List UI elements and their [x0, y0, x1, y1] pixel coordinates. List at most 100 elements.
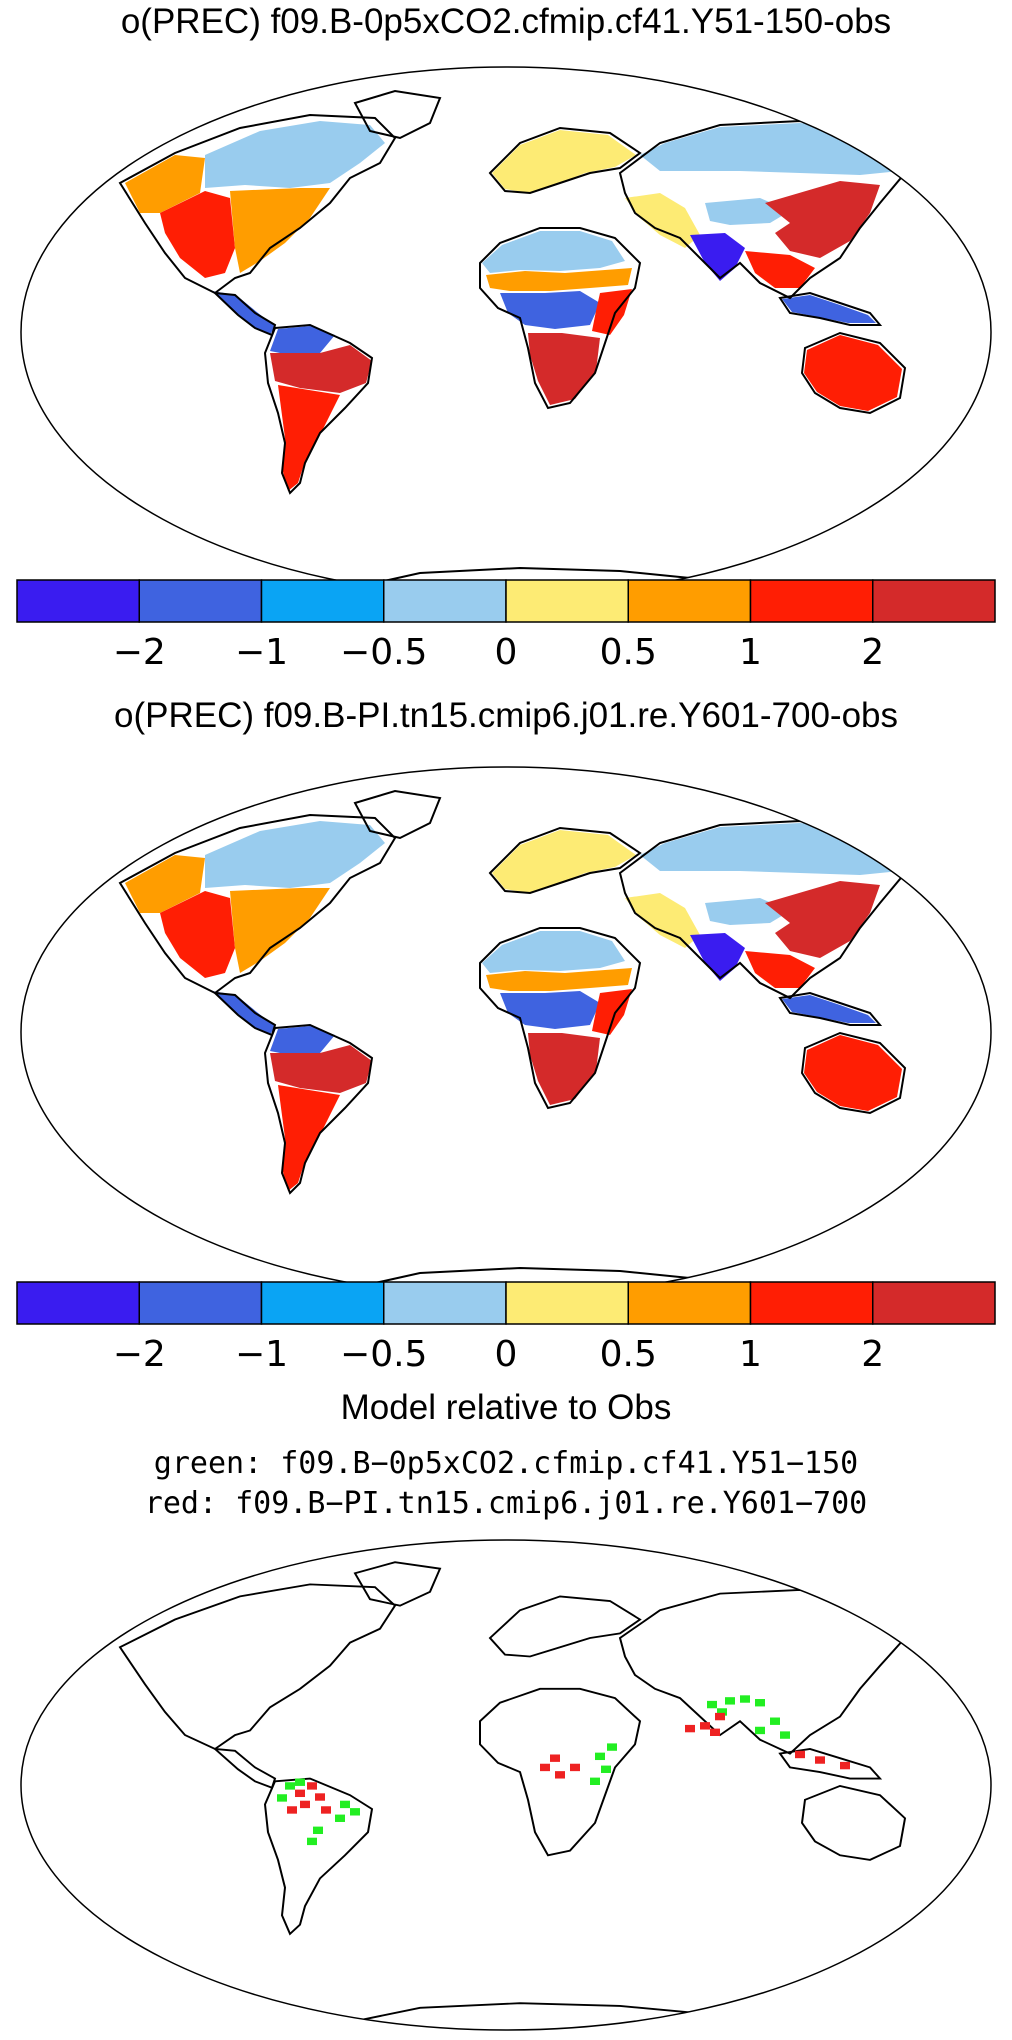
coastline [353, 789, 442, 840]
coastline [118, 1583, 397, 1751]
comparison-cell [307, 1837, 317, 1846]
colorbar-2: −2 −1 −0.5 0 0.5 1 2 [16, 1281, 996, 1372]
region-cell [212, 991, 275, 1035]
region-cell [125, 855, 205, 913]
land-as [620, 1589, 910, 1754]
colorbar-swatch [138, 579, 263, 623]
region-cell [492, 130, 636, 193]
comparison-cell [555, 1771, 565, 1779]
region-cell [745, 251, 815, 288]
region-cell [230, 888, 330, 973]
coastline [800, 1784, 907, 1861]
region-cell [482, 231, 625, 273]
coastline [353, 1561, 442, 1607]
colorbar-swatch [872, 1281, 996, 1325]
map-2 [20, 766, 992, 1298]
region-cell [270, 1026, 335, 1055]
coastline [488, 126, 642, 195]
region-cell [270, 1045, 372, 1093]
coastline [778, 291, 883, 326]
comparison-cell [350, 1808, 360, 1816]
colorbar-swatch [138, 1281, 263, 1325]
region-cell [745, 951, 815, 988]
comparison-cell [315, 1793, 325, 1801]
map-border [20, 1539, 992, 2031]
coastline [263, 323, 374, 495]
colorbar-tick-label: 0.5 [600, 632, 657, 670]
coastline [263, 1777, 374, 1936]
region-cell [765, 881, 880, 958]
comparison-cell [285, 1782, 295, 1790]
region-cell [230, 188, 330, 273]
comparison-cell [550, 1754, 560, 1762]
region-cell [205, 821, 385, 888]
region-cell [625, 893, 700, 948]
coastline [118, 113, 397, 295]
coastline [800, 1031, 907, 1115]
coastline [778, 991, 883, 1026]
comparison-cell [815, 1756, 825, 1764]
region-cell [486, 968, 632, 991]
colorbar-tick-label: 0 [495, 632, 518, 670]
region-cell [528, 333, 600, 405]
colorbar-swatch [383, 1281, 507, 1325]
region-cell [592, 989, 632, 1035]
coastline [353, 89, 442, 140]
colorbar-swatch [16, 579, 140, 623]
colorbar-1: −2 −1 −0.5 0 0.5 1 2 [16, 579, 996, 670]
region-cell [782, 295, 876, 323]
region-cell [270, 326, 335, 355]
map-3 [20, 1539, 992, 2031]
region-cell [482, 931, 625, 973]
coastline [118, 813, 397, 995]
colorbar-swatch [749, 1281, 874, 1325]
region-cell [804, 1035, 902, 1111]
colorbar-swatch [627, 579, 752, 623]
colorbar-swatch [505, 1281, 629, 1325]
comparison-cell [295, 1789, 305, 1798]
comparison-cell [770, 1717, 780, 1725]
land-sa [265, 1778, 372, 1934]
comparison-cell [313, 1826, 323, 1834]
region-cell [278, 385, 340, 491]
region-cell [160, 191, 235, 278]
land-gl [355, 91, 440, 138]
comparison-cell [700, 1722, 710, 1730]
comparison-cell [795, 1750, 805, 1759]
comparison-cell [725, 1697, 735, 1705]
coastline [800, 331, 907, 415]
coastline [479, 227, 642, 410]
region-cell [125, 155, 205, 213]
region-cell [592, 289, 632, 335]
comparison-cell [300, 1800, 310, 1809]
comparison-cell [607, 1743, 617, 1751]
colorbar-tick-label: 1 [739, 1334, 762, 1372]
comparison-cell [540, 1763, 550, 1772]
comparison-cell [755, 1699, 765, 1707]
colorbar-swatch [260, 1281, 385, 1325]
colorbar-tick-label: 0 [495, 1334, 518, 1372]
colorbar-swatch [383, 579, 507, 623]
comparison-cell [340, 1800, 350, 1809]
region-cell [486, 268, 632, 291]
comparison-cell [307, 1782, 317, 1790]
chart-title-1: o(PREC) f09.B-0p5xCO2.cfmip.cf41.Y51-150… [120, 2, 892, 41]
comparison-cell [295, 1778, 305, 1786]
comparison-cell [287, 1806, 297, 1814]
region-cell [278, 1085, 340, 1191]
land-au [802, 1785, 905, 1860]
coastline [488, 826, 642, 895]
coastline [479, 927, 642, 1110]
comparison-cell [717, 1708, 727, 1716]
region-cell [500, 991, 600, 1029]
region-cell [160, 891, 235, 978]
colorbar-tick-label: 2 [861, 632, 884, 670]
comparison-cell [277, 1794, 287, 1802]
region-cell [640, 823, 905, 875]
colorbar-swatch [872, 579, 996, 623]
comparison-cell [780, 1731, 790, 1739]
region-cell [804, 335, 902, 411]
colorbar-tick-label: 0.5 [600, 1334, 657, 1372]
comparison-cell [590, 1777, 600, 1785]
comparison-legend-red: red: f09.B−PI.tn15.cmip6.j01.re.Y601−700 [144, 1486, 868, 1521]
